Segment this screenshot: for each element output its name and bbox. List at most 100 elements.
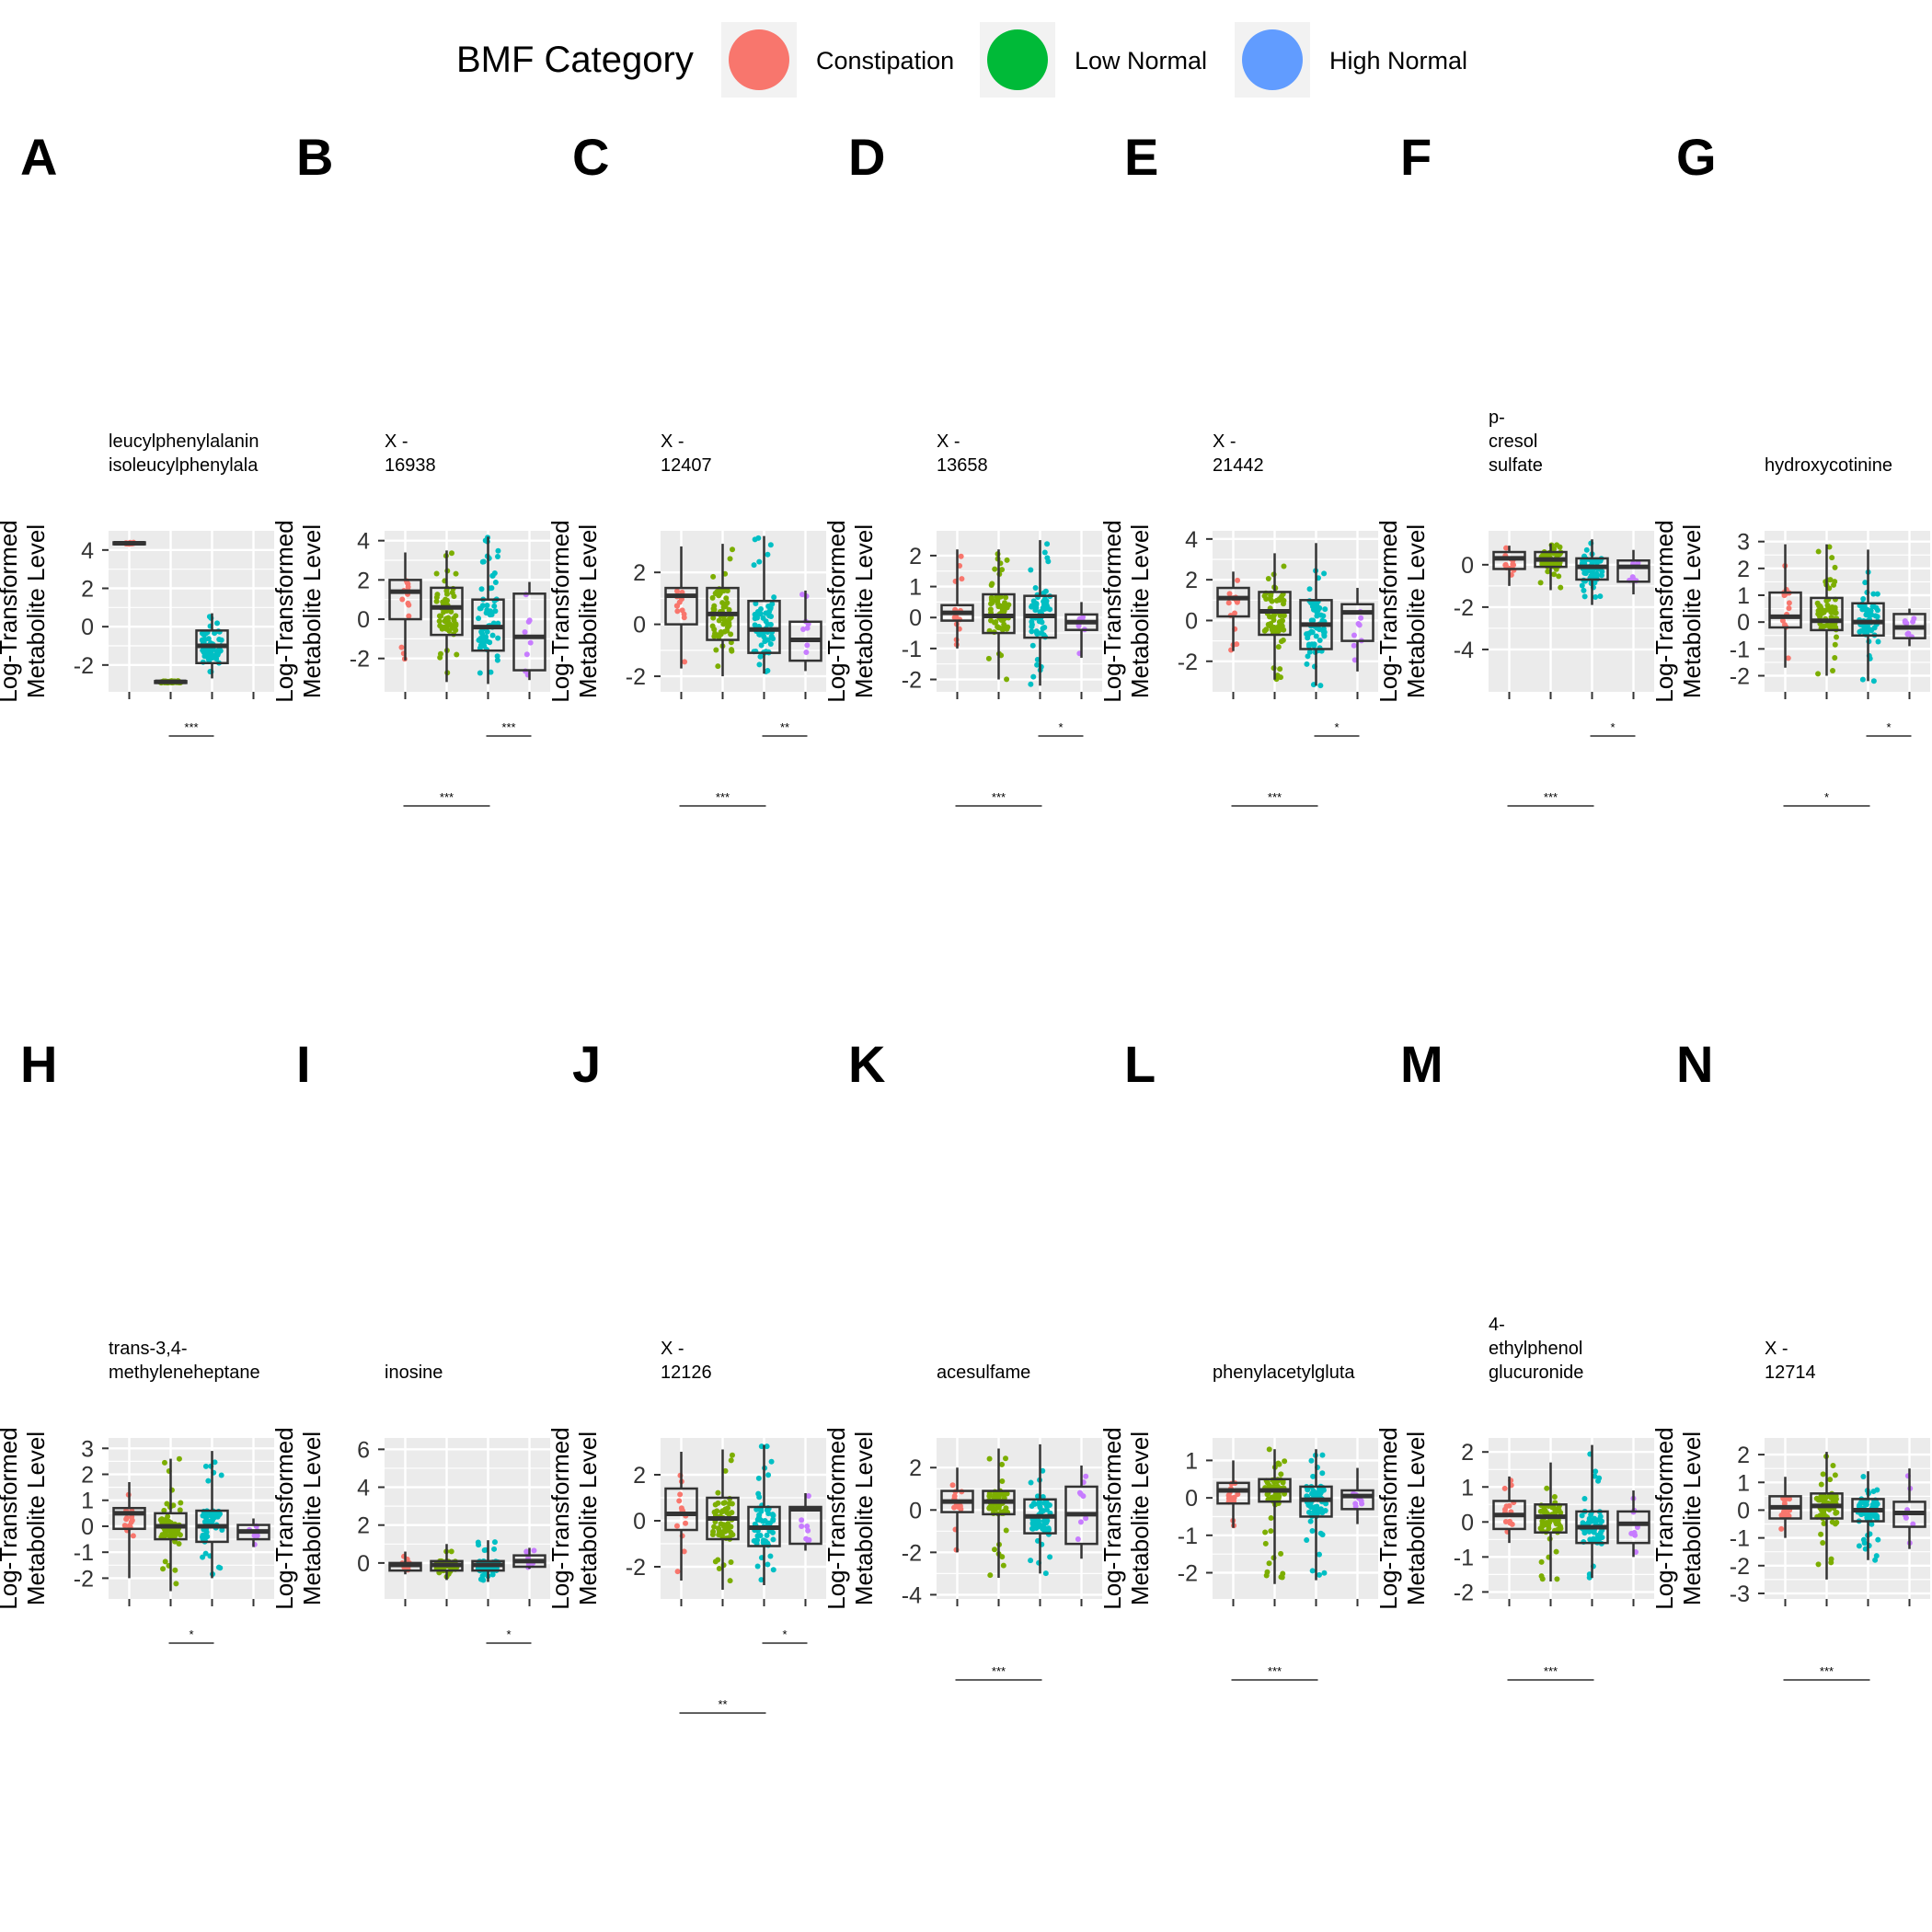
panel-d-point [998,616,1005,623]
panel-i-title: inosine [385,1363,443,1383]
panel-l-point [1352,1501,1359,1507]
panel-h-point [212,1511,218,1517]
panel-l-point [1266,1560,1272,1567]
panel-l-point [1316,1551,1322,1558]
panel-c: C X - 12407 Log-Transformed Metabolite Level… [546,128,826,807]
panel-c-point [681,611,687,617]
panel-e-point [1311,642,1317,649]
panel-k-plot-area [937,1438,1102,1599]
panel-j-plot-area [661,1438,826,1599]
panel-g-plot-area [1765,531,1930,692]
panel-d-point [1001,607,1007,614]
panel-e-point [1271,624,1277,630]
panel-j-point [719,1508,726,1514]
panel-n-box-1 [1768,1477,1802,1538]
panel-f-title: p-cresol sulfate [1489,408,1543,476]
panel-g-point [1824,622,1831,628]
panel-b-point [406,613,412,619]
panel-h-ytick-label: -1 [74,1540,94,1566]
panel-b-point [494,657,500,663]
panel-c-title-line: X - [661,431,684,452]
panel-j-point [770,1567,776,1573]
panel-g-box-4 [1892,608,1926,647]
panel-g-point [1903,620,1910,627]
panel-j-point [764,1532,770,1538]
panel-c-box-1 [664,546,698,669]
panel-c-point [751,562,757,569]
panel-i-ytick-label: 0 [357,1551,370,1577]
panel-a-title-line: leucylphenylalanin [109,431,259,452]
panel-k-point [958,1506,964,1512]
panel-c-ytick-label: 2 [633,560,646,586]
panel-d-point [1037,609,1043,615]
panel-g-point [1874,591,1880,597]
panel-l-point [1308,1457,1315,1464]
panel-m-point [1538,1573,1545,1580]
panel-g-point [1786,600,1792,606]
panel-g-point [1832,579,1838,585]
panel-k-point [1030,1500,1037,1506]
panel-e-point [1278,621,1284,627]
panel-d-point [1041,602,1047,608]
panel-l-letter: L [1124,1035,1156,1093]
panel-b-point [479,630,486,637]
legend-key-high-normal [1242,29,1303,90]
panel-c-point [712,591,719,597]
panel-j-point [765,1472,772,1478]
panel-e-ylabel-line: Metabolite Level [1126,524,1154,698]
panel-c-point [761,634,767,640]
panel-i-ylabel-line: Metabolite Level [298,1432,326,1605]
panel-j-point [715,1489,721,1496]
panel-m-point [1537,1508,1544,1514]
panel-k-point [1041,1500,1048,1506]
panel-j-sig-label: ** [718,1697,727,1711]
panel-h-point [200,1534,206,1540]
panel-n-point [1856,1543,1862,1549]
panel-c-ylabel-line: Log-Transformed [546,520,574,702]
panel-e-title-line: X - [1213,431,1236,452]
panel-b-point [433,570,440,577]
panel-j-point [712,1558,719,1565]
panel-a-box-3 [195,613,229,679]
panel-h-ytick-label: 2 [81,1463,94,1489]
panel-f-title-line: sulfate [1489,455,1543,476]
panel-e-point [1317,627,1323,633]
panel-h-point [217,1565,224,1571]
panel-h-title-line: methyleneheptane [109,1363,260,1383]
panel-h-point [216,1511,223,1517]
panel-k-box-4 [1064,1465,1098,1559]
panel-m-box-4 [1616,1490,1650,1558]
panel-k-point [995,1504,1002,1511]
panel-i-point [476,1542,482,1548]
panel-e-point [1304,631,1310,638]
panel-b-point [443,596,449,603]
panel-j-ytick-label: -2 [626,1555,646,1581]
panel-g-point [1815,671,1822,677]
panel-k-ylabel-line: Log-Transformed [822,1427,850,1609]
panel-j-point [726,1501,732,1507]
panel-m-point [1581,1496,1588,1502]
panel-b-box-4 [512,581,546,681]
panel-m-ylabel-line: Metabolite Level [1402,1432,1430,1605]
panel-h-letter: H [20,1035,57,1093]
panel-k-box-2 [982,1448,1016,1579]
panel-h-title: trans-3,4- methyleneheptane [109,1339,260,1383]
panel-h-point [219,1527,225,1534]
panel-c-point [804,625,811,631]
panel-a-sig-label: *** [184,720,198,734]
panel-b-point [478,586,485,592]
panel-g-point [1786,605,1792,612]
panel-j-point [677,1491,684,1498]
panel-c-point [709,623,716,629]
legend-title: BMF Category [456,40,694,80]
panel-j-point [725,1527,731,1534]
panel-f-box-rect [1616,558,1650,583]
panel-g-sig-label: * [1824,790,1829,804]
panel-e-point [1269,598,1275,604]
panel-h-sig-label: * [189,1627,193,1641]
panel-n-point [1818,1531,1824,1537]
panel-j-point [720,1524,727,1530]
panel-g-point [1824,606,1831,613]
panel-c-point [756,661,763,668]
panel-g-point [1815,548,1822,555]
